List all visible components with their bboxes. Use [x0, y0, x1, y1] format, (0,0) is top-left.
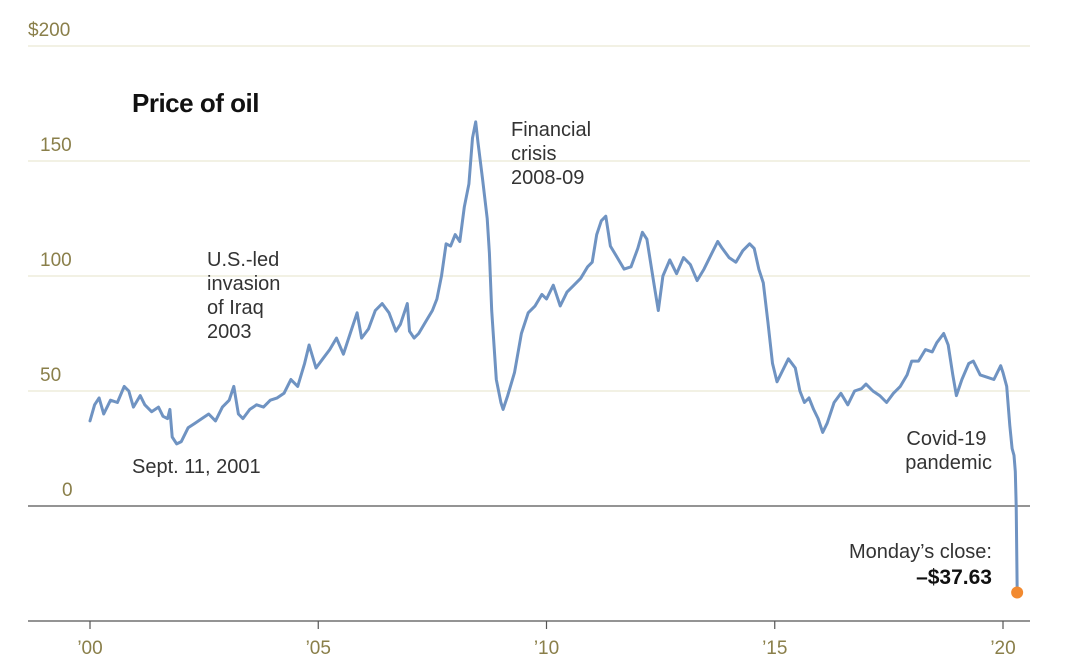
series-line-oil-price [88, 120, 1019, 594]
y-axis-ticks: $200 150 100 50 0 [28, 20, 73, 501]
annotation-iraq-invasion: U.S.-led invasion of Iraq 2003 [207, 249, 286, 343]
x-axis: ’00 ’05 ’10 ’15 ’20 [28, 620, 1030, 659]
annotation-financial-crisis: Financial crisis 2008-09 [511, 119, 597, 189]
x-tick-label-2010: ’10 [534, 638, 559, 659]
y-tick-label-100: 100 [40, 250, 72, 271]
gridlines [28, 45, 1030, 507]
last-point-marker [1011, 586, 1024, 599]
y-tick-label-50: 50 [40, 365, 61, 386]
annotation-covid: Covid-19 pandemic [905, 428, 992, 474]
y-tick-label-0: 0 [62, 480, 73, 501]
annotation-monday-close-label: Monday’s close: [849, 541, 992, 563]
chart-title: Price of oil [132, 88, 259, 118]
y-tick-label-150: 150 [40, 135, 72, 156]
annotation-monday-close-value: –$37.63 [916, 566, 992, 589]
x-tick-label-2020: ’20 [990, 638, 1015, 659]
x-tick-label-2005: ’05 [306, 638, 331, 659]
x-tick-label-2015: ’15 [762, 638, 787, 659]
y-tick-label-200: $200 [28, 20, 70, 41]
x-tick-label-2000: ’00 [77, 638, 102, 659]
annotation-sept-11: Sept. 11, 2001 [132, 456, 261, 478]
